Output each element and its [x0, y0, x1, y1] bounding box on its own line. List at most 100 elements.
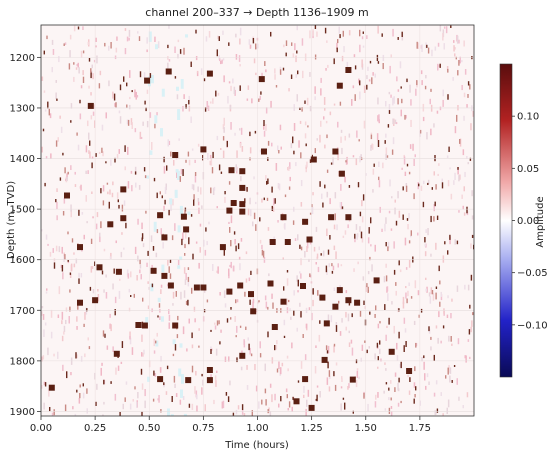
noise-speck: [51, 39, 54, 45]
noise-speck: [311, 312, 313, 321]
weak-event: [79, 384, 81, 388]
noise-speck: [247, 85, 250, 90]
noise-speck: [372, 168, 375, 175]
noise-speck: [461, 85, 463, 91]
noise-speck: [326, 228, 328, 236]
event-mark: [120, 186, 127, 193]
weak-event: [86, 388, 88, 394]
noise-speck: [42, 355, 45, 360]
noise-speck: [425, 229, 427, 233]
noise-speck: [147, 281, 149, 284]
noise-speck: [70, 357, 73, 365]
weak-event: [166, 165, 168, 171]
weak-event: [226, 141, 228, 147]
weak-event: [345, 160, 347, 163]
event-mark: [150, 267, 157, 274]
weak-event: [416, 41, 418, 49]
weak-event: [327, 249, 330, 255]
noise-speck: [433, 171, 435, 176]
weak-event: [280, 396, 282, 402]
weak-event: [210, 329, 212, 332]
weak-event: [373, 163, 375, 167]
noise-speck: [459, 138, 462, 147]
noise-speck: [188, 95, 190, 101]
weak-event: [286, 394, 288, 399]
noise-speck: [389, 65, 391, 74]
event-marks: [48, 67, 413, 411]
noise-speck: [430, 287, 433, 295]
noise-speck: [59, 115, 61, 119]
noise-speck: [176, 170, 180, 180]
weak-event: [322, 202, 324, 208]
noise-speck: [73, 25, 76, 32]
event-mark: [135, 322, 142, 328]
weak-event: [224, 191, 226, 195]
noise-speck: [177, 39, 180, 43]
noise-speck: [187, 280, 190, 287]
noise-speck: [334, 192, 337, 199]
noise-speck: [421, 357, 423, 362]
noise-speck: [358, 376, 360, 380]
weak-event: [282, 67, 285, 71]
noise-speck: [41, 385, 43, 389]
noise-speck: [62, 272, 64, 280]
noise-speck: [436, 110, 439, 114]
weak-event: [405, 185, 408, 192]
noise-speck: [85, 170, 87, 174]
noise-speck: [294, 238, 297, 241]
noise-speck: [300, 180, 303, 187]
noise-speck: [138, 185, 141, 190]
noise-speck: [340, 136, 342, 143]
noise-speck: [344, 176, 346, 183]
noise-speck: [154, 36, 156, 42]
noise-speck: [454, 172, 456, 180]
noise-speck: [397, 388, 400, 392]
weak-event: [292, 396, 294, 400]
noise-speck: [466, 104, 468, 108]
noise-speck: [462, 149, 465, 156]
noise-speck: [367, 271, 370, 275]
noise-speck: [420, 70, 423, 75]
noise-speck: [350, 339, 353, 344]
noise-speck: [311, 206, 314, 215]
weak-event: [126, 104, 128, 108]
noise-speck: [44, 322, 47, 326]
weak-event: [406, 218, 409, 221]
weak-event: [435, 184, 437, 190]
noise-speck: [471, 190, 473, 197]
noise-speck: [102, 414, 104, 416]
weak-event: [385, 275, 388, 282]
weak-event: [156, 229, 159, 234]
noise-speck: [57, 314, 60, 318]
noise-speck: [453, 45, 455, 52]
weak-event: [267, 306, 269, 310]
weak-event: [354, 65, 357, 70]
noise-speck: [390, 380, 392, 384]
weak-event: [94, 261, 96, 266]
noise-speck: [363, 120, 366, 129]
weak-event: [82, 383, 84, 387]
noise-speck: [259, 95, 261, 100]
weak-event: [415, 386, 417, 391]
noise-speck: [115, 367, 117, 375]
noise-speck: [87, 41, 90, 45]
noise-speck: [99, 236, 101, 243]
noise-speck: [43, 329, 45, 337]
noise-speck: [396, 76, 398, 82]
weak-event: [239, 85, 241, 91]
noise-speck: [340, 264, 343, 267]
noise-speck: [345, 290, 348, 294]
weak-event: [188, 100, 190, 105]
event-mark: [157, 376, 164, 383]
noise-speck: [140, 136, 143, 139]
noise-speck: [130, 118, 133, 125]
weak-event: [438, 265, 440, 272]
noise-speck: [419, 400, 421, 406]
weak-event: [362, 31, 364, 34]
noise-speck: [93, 104, 96, 109]
noise-speck: [259, 341, 261, 349]
weak-event: [352, 410, 354, 414]
noise-speck: [435, 242, 437, 250]
noise-speck: [197, 198, 200, 202]
weak-event: [126, 82, 128, 87]
